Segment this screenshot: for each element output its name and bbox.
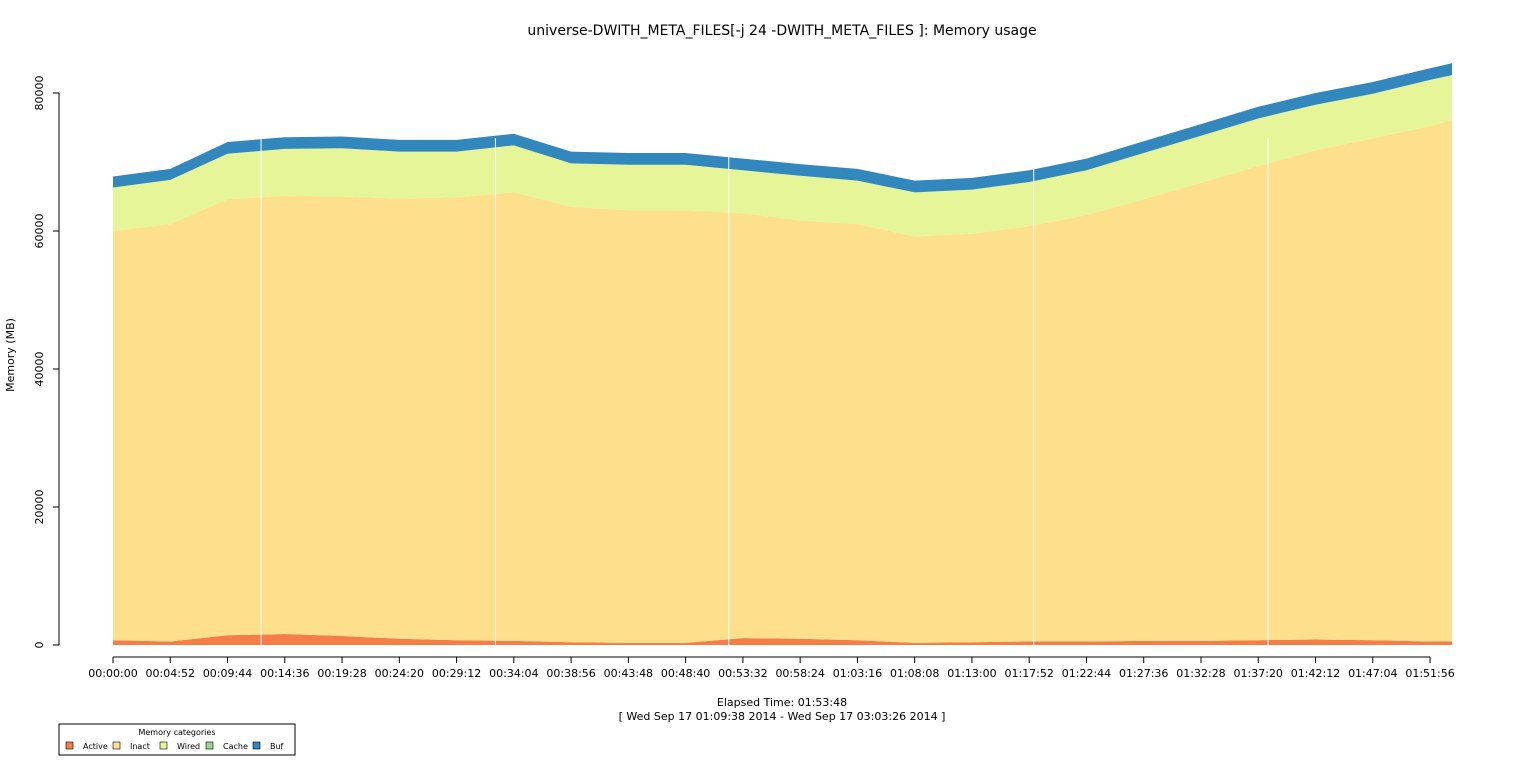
y-tick-label: 80000 — [33, 76, 46, 111]
x-tick-label: 00:34:04 — [489, 667, 538, 680]
x-tick-label: 00:29:12 — [432, 667, 481, 680]
y-tick-label: 0 — [33, 642, 46, 649]
legend-label-buf: Buf — [270, 742, 284, 751]
legend-swatch-buf — [252, 741, 261, 750]
x-tick-label: 01:42:12 — [1291, 667, 1340, 680]
area-wired — [113, 75, 1452, 237]
x-tick-label: 01:27:36 — [1119, 667, 1168, 680]
y-tick-label: 40000 — [33, 352, 46, 387]
x-tick-label: 01:13:00 — [947, 667, 996, 680]
legend-swatch-cache — [205, 741, 214, 750]
x-tick-label: 00:09:44 — [203, 667, 252, 680]
x-tick-label: 01:37:20 — [1234, 667, 1283, 680]
x-tick-label: 01:22:44 — [1062, 667, 1111, 680]
x-tick-label: 00:58:24 — [775, 667, 824, 680]
vertical-markers — [260, 138, 1269, 645]
x-tick-label: 00:48:40 — [661, 667, 710, 680]
x-tick-label: 01:32:28 — [1176, 667, 1225, 680]
y-tick-label: 60000 — [33, 214, 46, 249]
y-axis: 0 20000 40000 60000 80000 — [33, 76, 60, 649]
legend-swatch-active — [65, 741, 74, 750]
x-tick-label: 00:14:36 — [260, 667, 309, 680]
x-tick-label: 01:17:52 — [1004, 667, 1053, 680]
x-tick-label: 01:51:56 — [1405, 667, 1454, 680]
y-axis-label: Memory (MB) — [4, 318, 17, 392]
legend-swatch-wired — [159, 741, 168, 750]
x-tick-label: 01:08:08 — [890, 667, 939, 680]
x-tick-label: 00:00:00 — [88, 667, 137, 680]
x-tick-label: 00:04:52 — [146, 667, 195, 680]
x-tick-label: 00:38:56 — [546, 667, 595, 680]
x-tick-label: 00:24:20 — [375, 667, 424, 680]
legend: Memory categories Active Inact Wired Cache B… — [58, 723, 296, 756]
legend-title: Memory categories — [138, 728, 215, 737]
y-tick-label: 20000 — [33, 490, 46, 525]
x-axis-label: Elapsed Time: 01:53:48 — [717, 696, 847, 709]
legend-label-inact: Inact — [130, 742, 150, 751]
x-axis: 00:00:00 00:04:52 00:09:44 00:14:36 00:19:28… — [88, 656, 1455, 680]
x-axis-sublabel: [ Wed Sep 17 01:09:38 2014 - Wed Sep 17 … — [619, 710, 946, 723]
stacked-areas — [113, 63, 1452, 645]
x-tick-label: 01:47:04 — [1348, 667, 1397, 680]
x-tick-label: 00:53:32 — [718, 667, 767, 680]
x-tick-label: 00:19:28 — [317, 667, 366, 680]
chart-title: universe-DWITH_META_FILES[-j 24 -DWITH_M… — [527, 23, 1036, 39]
legend-box — [58, 723, 296, 756]
legend-label-cache: Cache — [223, 742, 248, 751]
area-buf — [113, 63, 1452, 193]
legend-swatch-inact — [112, 741, 121, 750]
legend-label-active: Active — [83, 742, 108, 751]
x-tick-label: 00:43:48 — [604, 667, 653, 680]
legend-label-wired: Wired — [177, 742, 200, 751]
x-tick-label: 01:03:16 — [833, 667, 882, 680]
area-active — [113, 634, 1452, 645]
area-inact — [113, 119, 1452, 643]
